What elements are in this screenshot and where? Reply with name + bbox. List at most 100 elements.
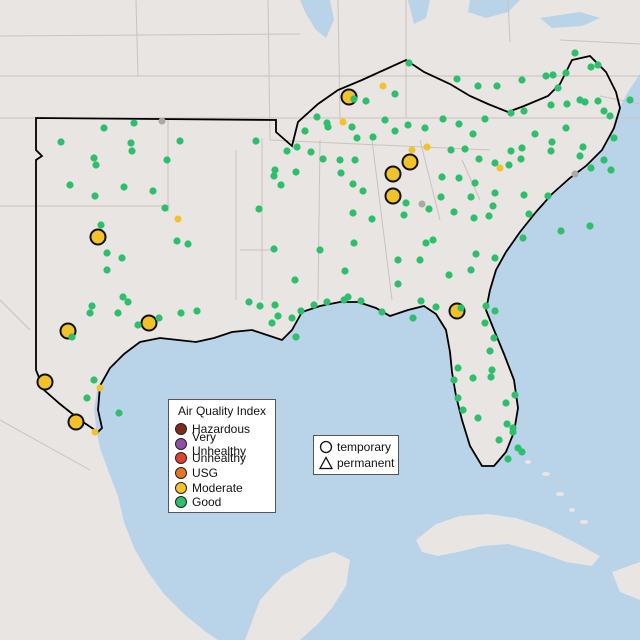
station-marker-moderate [36, 373, 54, 391]
station-marker-good [531, 130, 539, 138]
station-marker-good [438, 173, 446, 181]
station-marker-good [283, 147, 291, 155]
station-marker-good [316, 246, 324, 254]
station-marker-good [445, 271, 453, 279]
station-marker-good [488, 366, 496, 374]
moderate-small-markers [91, 82, 504, 436]
station-marker-good [562, 69, 570, 77]
station-marker-good [491, 159, 499, 167]
station-marker-good [381, 116, 389, 124]
station-marker-good [439, 115, 447, 123]
station-marker-good [57, 138, 65, 146]
station-marker-good [359, 187, 367, 195]
station-marker-good [587, 164, 595, 172]
station-marker-good [256, 302, 264, 310]
station-marker-good [103, 249, 111, 257]
station-marker-good [252, 137, 260, 145]
station-marker-good [447, 146, 455, 154]
station-marker-good [486, 347, 494, 355]
station-marker-good [482, 302, 490, 310]
station-marker-good [454, 394, 462, 402]
station-marker-good [409, 314, 417, 322]
station-marker-good [610, 134, 618, 142]
station-marker-good [177, 309, 185, 317]
station-marker-good [394, 280, 402, 288]
station-marker-good [344, 293, 352, 301]
land-cuba [416, 514, 600, 566]
land-yucatan [245, 552, 350, 640]
station-marker-good [100, 124, 108, 132]
legend-label: Unhealthy [192, 451, 247, 466]
triangle-icon [319, 456, 333, 470]
station-marker-good [489, 202, 497, 210]
station-marker-good [292, 168, 300, 176]
temporary-label: temporary [337, 440, 392, 454]
legend-item-good: Good [175, 495, 269, 510]
station-marker-good [378, 308, 386, 316]
station-marker-good [130, 119, 138, 127]
station-marker-good [457, 304, 465, 312]
station-marker-good [90, 376, 98, 384]
station-marker-good [155, 314, 163, 322]
station-marker-good [362, 97, 370, 105]
station-marker-good [353, 134, 361, 142]
station-marker-good [517, 155, 525, 163]
station-marker-good [341, 267, 349, 275]
station-marker-good [68, 333, 76, 341]
aqi-legend: Air Quality Index Hazardous Very Unhealt… [168, 399, 276, 513]
legend-item-very-unhealthy: Very Unhealthy [175, 430, 269, 458]
station-marker-good [349, 180, 357, 188]
station-marker-good [470, 214, 478, 222]
station-marker-good [518, 76, 526, 84]
station-marker-good [173, 237, 181, 245]
station-marker-good [475, 155, 483, 163]
station-marker-good [103, 266, 111, 274]
legend-item-unhealthy: Unhealthy [175, 451, 269, 466]
station-marker-good [288, 314, 296, 322]
station-marker-good [337, 169, 345, 177]
station-marker-good [491, 189, 499, 197]
station-marker-moderate [89, 228, 107, 246]
station-marker-good [474, 82, 482, 90]
station-marker-good [128, 147, 136, 155]
station-marker-good [161, 204, 169, 212]
station-marker-good [310, 301, 318, 309]
station-marker-good [467, 266, 475, 274]
station-marker-good [469, 374, 477, 382]
station-marker-good [119, 293, 127, 301]
station-marker-good [491, 254, 499, 262]
station-marker-good [586, 222, 594, 230]
station-marker-good [507, 147, 515, 155]
legend-item-usg: USG [175, 466, 269, 481]
station-marker-good [467, 193, 475, 201]
station-marker-good [520, 191, 528, 199]
station-marker-good [124, 298, 132, 306]
good-markers [57, 49, 634, 463]
state-borders [0, 0, 640, 471]
station-marker-good [579, 143, 587, 151]
station-marker-good [594, 97, 602, 105]
station-marker-good [120, 183, 128, 191]
station-marker-good [97, 221, 105, 229]
station-marker-good [461, 145, 469, 153]
station-marker-good [514, 444, 522, 452]
station-marker-good [548, 138, 556, 146]
station-marker-good [277, 181, 285, 189]
legend-label: Hazardous [192, 422, 251, 437]
station-marker-good [292, 333, 300, 341]
station-marker-moderate [401, 153, 419, 171]
permanent-label: permanent [337, 456, 395, 470]
station-marker-good [391, 90, 399, 98]
good-swatch-icon [175, 496, 187, 509]
station-marker-good [520, 107, 528, 115]
station-marker-good [549, 71, 557, 79]
station-marker-good [149, 187, 157, 195]
legend-label: USG [192, 466, 219, 481]
station-marker-good [336, 156, 344, 164]
station-marker-good [490, 334, 498, 342]
station-marker-good [369, 133, 377, 141]
station-marker-good [554, 84, 562, 92]
station-marker-good [557, 227, 565, 235]
station-marker-good [83, 394, 91, 402]
